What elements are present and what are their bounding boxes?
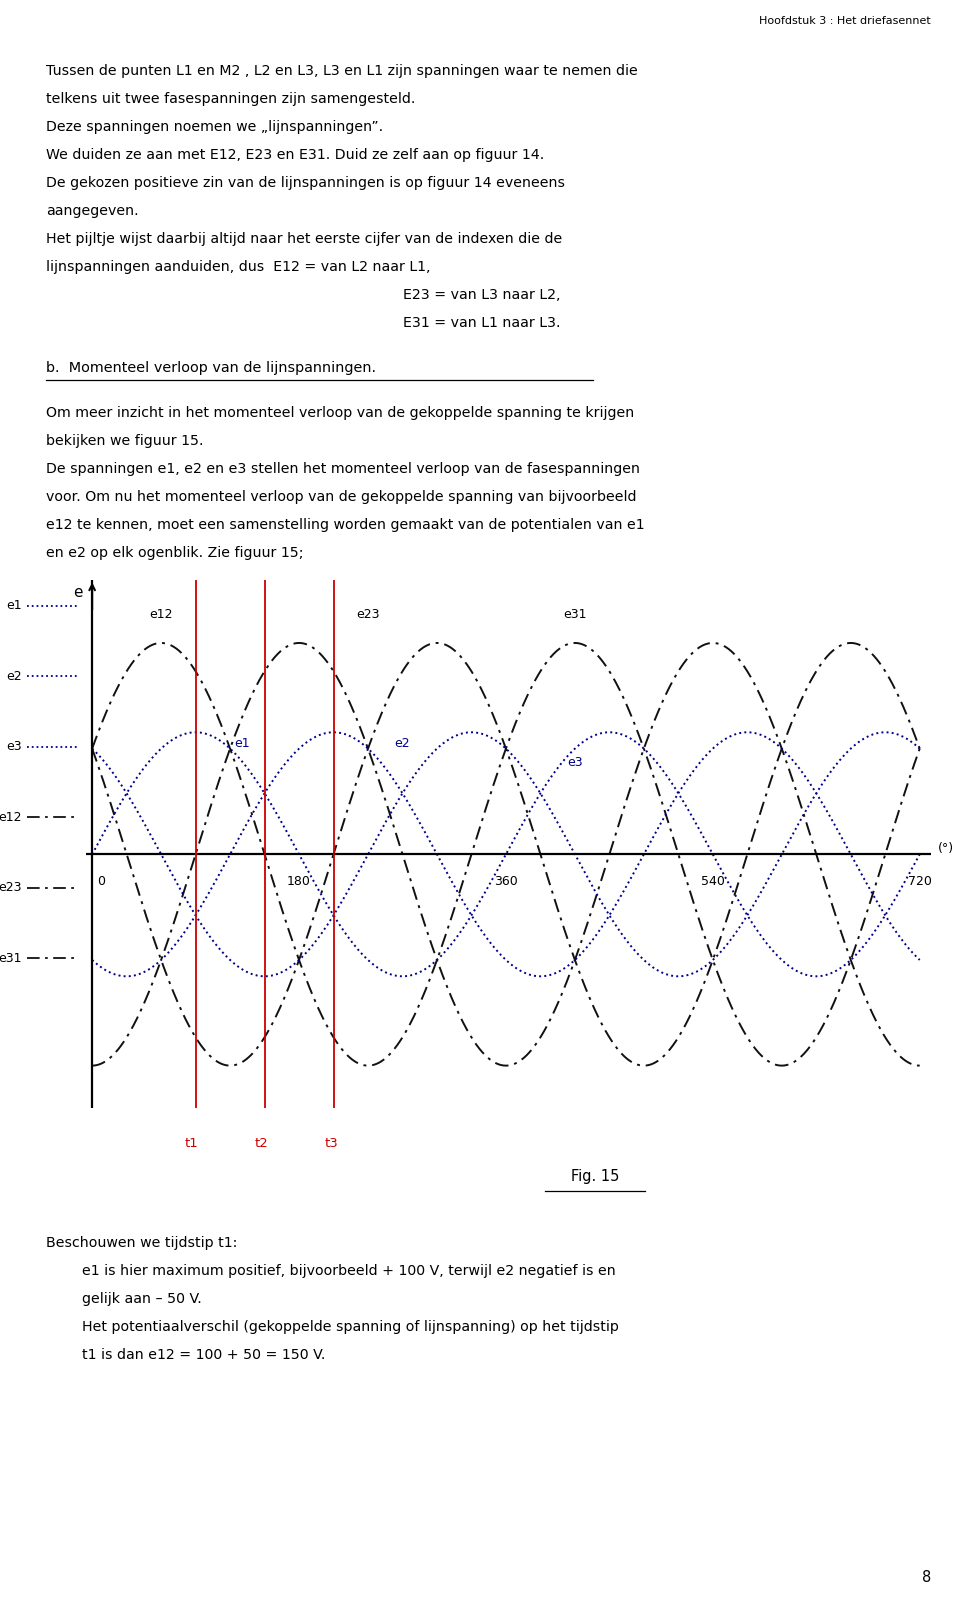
Text: e1: e1 [233,736,250,749]
Text: t1 is dan e12 = 100 + 50 = 150 V.: t1 is dan e12 = 100 + 50 = 150 V. [82,1348,325,1362]
Text: e2: e2 [7,669,22,684]
Text: Tussen de punten L1 en M2 , L2 en L3, L3 en L1 zijn spanningen waar te nemen die: Tussen de punten L1 en M2 , L2 en L3, L3… [46,64,637,78]
Text: (°): (°) [938,842,954,855]
Text: aangegeven.: aangegeven. [46,203,138,218]
Text: De gekozen positieve zin van de lijnspanningen is op figuur 14 eveneens: De gekozen positieve zin van de lijnspan… [46,176,565,191]
Text: e2: e2 [395,736,410,749]
Text: e3: e3 [7,740,22,754]
Text: Beschouwen we tijdstip t1:: Beschouwen we tijdstip t1: [46,1236,237,1250]
Text: 360: 360 [494,874,517,887]
Text: 8: 8 [922,1571,931,1585]
Text: voor. Om nu het momenteel verloop van de gekoppelde spanning van bijvoorbeeld: voor. Om nu het momenteel verloop van de… [46,490,636,504]
Text: t2: t2 [254,1137,268,1150]
Text: e1: e1 [7,599,22,613]
Text: We duiden ze aan met E12, E23 en E31. Duid ze zelf aan op figuur 14.: We duiden ze aan met E12, E23 en E31. Du… [46,147,544,162]
Text: lijnspanningen aanduiden, dus  E12 = van L2 naar L1,: lijnspanningen aanduiden, dus E12 = van … [46,259,431,274]
Text: b.  Momenteel verloop van de lijnspanningen.: b. Momenteel verloop van de lijnspanning… [46,360,376,375]
Text: 0: 0 [97,874,105,887]
Text: telkens uit twee fasespanningen zijn samengesteld.: telkens uit twee fasespanningen zijn sam… [46,91,416,106]
Text: Het potentiaalverschil (gekoppelde spanning of lijnspanning) op het tijdstip: Het potentiaalverschil (gekoppelde spann… [82,1319,618,1334]
Text: e31: e31 [0,951,22,965]
Text: en e2 op elk ogenblik. Zie figuur 15;: en e2 op elk ogenblik. Zie figuur 15; [46,546,303,560]
Text: e31: e31 [564,608,587,621]
Text: Fig. 15: Fig. 15 [571,1169,619,1183]
Text: 540: 540 [701,874,725,887]
Text: 180: 180 [287,874,311,887]
Text: Hoofdstuk 3 : Het driefasennet: Hoofdstuk 3 : Het driefasennet [759,16,931,26]
Text: e3: e3 [567,756,583,770]
Text: Om meer inzicht in het momenteel verloop van de gekoppelde spanning te krijgen: Om meer inzicht in het momenteel verloop… [46,405,635,419]
Text: e23: e23 [356,608,380,621]
Text: t3: t3 [324,1137,338,1150]
Text: t1: t1 [184,1137,198,1150]
Text: e12: e12 [0,810,22,825]
Text: De spanningen e1, e2 en e3 stellen het momenteel verloop van de fasespanningen: De spanningen e1, e2 en e3 stellen het m… [46,461,640,475]
Text: e1 is hier maximum positief, bijvoorbeeld + 100 V, terwijl e2 negatief is en: e1 is hier maximum positief, bijvoorbeel… [82,1263,615,1278]
Text: 720: 720 [908,874,931,887]
Text: bekijken we figuur 15.: bekijken we figuur 15. [46,434,204,448]
Text: Deze spanningen noemen we „lijnspanningen”.: Deze spanningen noemen we „lijnspanninge… [46,120,383,134]
Text: e23: e23 [0,881,22,895]
Text: gelijk aan – 50 V.: gelijk aan – 50 V. [82,1292,202,1306]
Text: E31 = van L1 naar L3.: E31 = van L1 naar L3. [403,315,561,330]
Text: e: e [74,584,83,600]
Text: e12 te kennen, moet een samenstelling worden gemaakt van de potentialen van e1: e12 te kennen, moet een samenstelling wo… [46,517,645,532]
Text: E23 = van L3 naar L2,: E23 = van L3 naar L2, [403,288,561,303]
Text: Het pijltje wijst daarbij altijd naar het eerste cijfer van de indexen die de: Het pijltje wijst daarbij altijd naar he… [46,232,563,247]
Text: e12: e12 [150,608,173,621]
